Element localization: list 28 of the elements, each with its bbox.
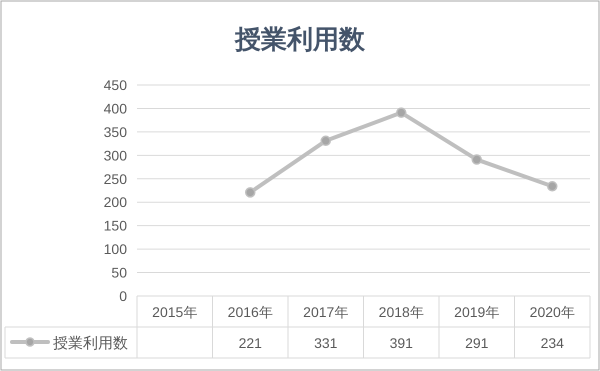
x-tick-label: 2015年 (152, 304, 198, 320)
point (245, 187, 256, 198)
y-tick-label: 300 (104, 147, 128, 164)
y-tick-label: 250 (104, 170, 128, 187)
y-tick-label: 0 (119, 288, 128, 304)
x-tick-label: 2016年 (228, 304, 273, 320)
data-label: 331 (314, 335, 338, 351)
legend-label: 授業利用数 (53, 335, 128, 352)
y-tick-label: 200 (104, 194, 128, 210)
y-tick-label: 400 (104, 100, 128, 116)
data-label: 221 (238, 335, 262, 351)
y-tick-label: 450 (104, 77, 128, 93)
data-label: 391 (390, 335, 414, 351)
point (320, 136, 331, 146)
data-label: 291 (465, 335, 489, 351)
point (396, 107, 406, 118)
x-tick-label: 2019年 (454, 304, 500, 320)
y-tick-label: 50 (111, 264, 128, 281)
point (472, 154, 482, 165)
y-tick-label: 350 (104, 124, 128, 140)
y-tick-label: 150 (104, 218, 128, 234)
x-tick-label: 2020年 (530, 304, 575, 320)
chart-title: 授業利用数 (234, 24, 366, 54)
x-tick-label: 2018年 (378, 304, 424, 320)
x-tick-label: 2017年 (303, 304, 348, 320)
point (547, 181, 558, 192)
data-label: 234 (540, 335, 564, 351)
y-tick-label: 100 (104, 241, 128, 258)
